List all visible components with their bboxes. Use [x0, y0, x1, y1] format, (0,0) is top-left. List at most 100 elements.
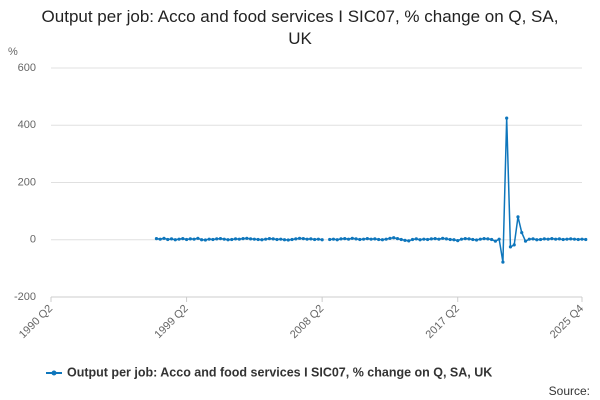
- y-tick-label: 600: [18, 62, 36, 74]
- legend-marker: [51, 370, 57, 376]
- point: [264, 237, 268, 241]
- point: [173, 238, 177, 242]
- x-tick-label: 2025 Q4: [548, 303, 586, 341]
- point: [407, 239, 411, 243]
- point: [207, 237, 211, 241]
- point: [346, 237, 351, 241]
- point: [433, 237, 437, 241]
- point: [282, 238, 287, 242]
- point: [260, 238, 264, 242]
- point: [410, 237, 415, 242]
- point: [373, 237, 377, 241]
- point: [184, 237, 189, 242]
- point: [569, 237, 573, 241]
- point: [516, 215, 520, 219]
- point: [444, 237, 449, 241]
- point: [233, 237, 238, 241]
- point: [331, 237, 336, 241]
- point: [241, 237, 245, 241]
- point: [192, 237, 196, 241]
- point: [474, 238, 479, 242]
- point: [203, 238, 208, 242]
- point: [343, 237, 347, 241]
- point: [425, 237, 430, 242]
- point: [452, 238, 456, 242]
- point: [384, 237, 388, 241]
- point: [418, 238, 422, 242]
- point: [361, 237, 366, 241]
- y-unit: %: [8, 46, 18, 58]
- point: [584, 237, 588, 242]
- point: [388, 236, 392, 240]
- point: [448, 237, 452, 242]
- point: [520, 230, 524, 235]
- point: [294, 237, 298, 241]
- point: [256, 237, 260, 242]
- point: [245, 236, 249, 240]
- point: [490, 237, 494, 242]
- point: [527, 237, 531, 241]
- point: [576, 237, 580, 242]
- point: [478, 237, 482, 241]
- point: [459, 237, 464, 241]
- point: [441, 236, 445, 240]
- point: [309, 237, 313, 241]
- point: [158, 237, 162, 241]
- point: [395, 237, 400, 241]
- point: [313, 237, 317, 242]
- point: [305, 237, 309, 241]
- y-tick-label: -200: [14, 291, 36, 303]
- point: [188, 237, 192, 241]
- point: [505, 116, 509, 120]
- point: [463, 237, 467, 241]
- source: Source:: [549, 384, 590, 398]
- point: [557, 237, 562, 241]
- point: [369, 237, 373, 241]
- point: [286, 238, 290, 242]
- point: [196, 236, 200, 240]
- point: [218, 237, 223, 241]
- point: [561, 237, 565, 242]
- point: [467, 237, 471, 241]
- x-tick-label: 1990 Q2: [17, 303, 55, 341]
- point: [350, 236, 354, 240]
- point: [377, 237, 381, 242]
- point: [169, 237, 174, 241]
- y-tick-label: 0: [30, 234, 36, 246]
- point: [339, 237, 343, 241]
- chart-title: Output per job: Acco and food services I…: [41, 7, 559, 48]
- point: [486, 237, 490, 241]
- point: [422, 237, 426, 241]
- point: [290, 237, 294, 242]
- point: [512, 243, 516, 247]
- point: [403, 238, 407, 242]
- point: [200, 238, 204, 242]
- y-tick-label: 400: [18, 119, 36, 131]
- point: [177, 237, 181, 241]
- point: [320, 238, 324, 242]
- point: [580, 237, 584, 241]
- point: [531, 237, 535, 241]
- point: [358, 237, 362, 242]
- point: [271, 237, 275, 241]
- point: [354, 237, 358, 241]
- point: [275, 237, 279, 242]
- x-tick-label: 2008 Q2: [288, 303, 326, 341]
- point: [572, 237, 577, 241]
- point: [554, 237, 558, 241]
- point: [328, 237, 332, 242]
- point: [267, 237, 272, 241]
- point: [365, 237, 369, 241]
- point: [497, 237, 501, 241]
- point: [437, 237, 441, 241]
- point: [550, 237, 554, 241]
- point: [237, 237, 241, 241]
- point: [493, 239, 497, 243]
- point: [482, 237, 486, 241]
- point: [226, 238, 230, 242]
- x-tick-label: 1999 Q2: [152, 303, 190, 341]
- point: [248, 237, 253, 241]
- legend-label: Output per job: Acco and food services I…: [67, 365, 492, 379]
